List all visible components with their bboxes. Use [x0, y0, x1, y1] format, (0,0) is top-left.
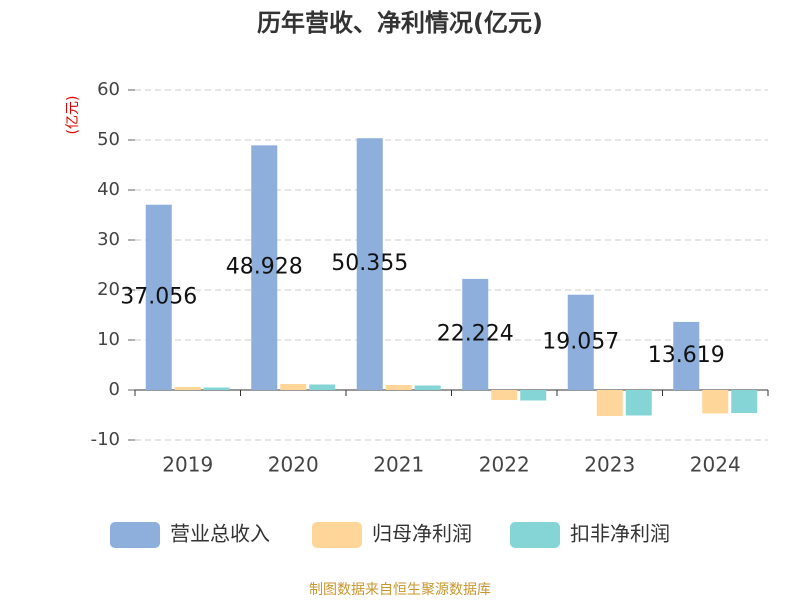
bar [625, 390, 652, 416]
bar [203, 387, 230, 390]
data-label: 19.057 [542, 329, 619, 354]
y-tick-label: -10 [91, 429, 120, 450]
bar [567, 294, 594, 390]
bar [356, 138, 383, 390]
chart-title: 历年营收、净利情况(亿元) [257, 9, 543, 37]
source-note: 制图数据来自恒生聚源数据库 [309, 582, 491, 598]
y-axis-label: (亿元) [65, 96, 81, 135]
y-tick-label: 20 [97, 279, 120, 300]
bar [174, 387, 201, 390]
y-tick-label: 0 [109, 379, 120, 400]
x-tick-label: 2021 [373, 453, 424, 477]
legend-swatch [510, 522, 560, 548]
data-label: 48.928 [226, 255, 303, 280]
bar [145, 204, 172, 390]
bar [520, 390, 547, 401]
y-tick-label: 30 [97, 229, 120, 250]
bar [251, 145, 278, 390]
data-label: 37.056 [120, 284, 197, 309]
bar [596, 390, 623, 416]
bar [280, 384, 307, 390]
bar [731, 390, 758, 413]
x-tick-label: 2020 [268, 453, 319, 477]
x-tick-label: 2019 [162, 453, 213, 477]
x-tick-label: 2022 [479, 453, 530, 477]
bar [309, 384, 336, 390]
legend-label: 扣非净利润 [570, 522, 670, 546]
bar [702, 390, 729, 414]
data-label: 50.355 [331, 251, 408, 276]
bar [491, 390, 518, 400]
y-tick-label: 10 [97, 329, 120, 350]
bar [414, 385, 441, 390]
bar [462, 278, 489, 390]
y-tick-label: 40 [97, 179, 120, 200]
bar [385, 385, 412, 390]
data-label: 22.224 [437, 321, 514, 346]
legend-label: 归母净利润 [372, 522, 472, 546]
legend-label: 营业总收入 [170, 522, 270, 546]
bar [673, 321, 700, 390]
x-tick-label: 2024 [690, 453, 741, 477]
y-tick-label: 60 [97, 79, 120, 100]
x-tick-label: 2023 [584, 453, 635, 477]
legend-swatch [110, 522, 160, 548]
legend-swatch [312, 522, 362, 548]
data-label: 13.619 [648, 343, 725, 368]
y-tick-label: 50 [97, 129, 120, 150]
